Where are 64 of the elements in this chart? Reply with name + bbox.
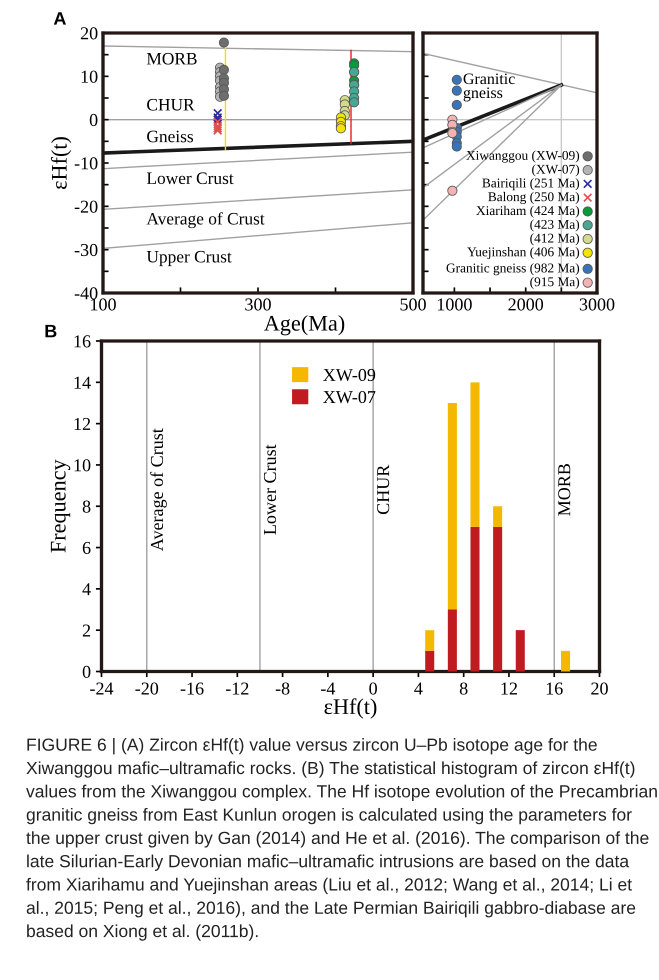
y-tick-label: 12 <box>74 418 90 430</box>
x-tick-label: -12 <box>226 682 248 694</box>
x-axis-title: εHf(t) <box>324 698 376 719</box>
series-label: Upper Crust <box>146 250 232 266</box>
x-tick-label: 500 <box>400 298 426 311</box>
ref-line-label: CHUR <box>377 464 390 514</box>
annotation: Granitic gneiss <box>464 73 515 102</box>
legend-label: Balong (250 Ma) <box>488 192 580 204</box>
x-tick-label: 2000 <box>508 298 544 311</box>
y-axis-title: εHf(t) <box>50 137 72 190</box>
x-tick-label: 100 <box>91 298 116 311</box>
legend-label: (XW-07) <box>532 164 580 176</box>
y-tick-label: -20 <box>74 200 98 213</box>
x-tick-label: 8 <box>460 682 468 695</box>
series-label: Lower Crust <box>146 172 234 184</box>
ref-line-label: CHUR <box>147 98 195 111</box>
y-axis-title: Frequency <box>50 459 70 553</box>
x-tick-label: -8 <box>276 682 290 695</box>
x-axis-title: Age(Ma) <box>264 315 344 336</box>
ref-line-label: Lower Crust <box>264 444 276 535</box>
legend-label: Granitic gneiss (982 Ma) <box>446 263 580 276</box>
legend-label: Xiariham (424 Ma) <box>476 206 580 218</box>
y-tick-label: 0 <box>82 666 90 678</box>
y-tick-label: 14 <box>74 376 91 389</box>
series-label: MORB <box>146 52 197 65</box>
y-tick-label: 2 <box>82 624 90 636</box>
y-tick-label: -40 <box>74 287 98 300</box>
x-tick-label: -20 <box>135 682 158 695</box>
chart-title: B <box>45 324 56 338</box>
y-tick-label: 10 <box>82 70 98 83</box>
text: FIGURE 6 | (A) Zircon εHf(t) value versus zircon U–Pb isotope age for the Xiwanggou mafic–ultramafic rocks. (B) The statistical histogram of zircon εHf(t) values from the Xiwanggou complex. The Hf isotope evolution of the Precambrian granitic gneiss from East Kunlun orogen is calculated using the parameters for the upper crust given by Gan (2014) and He et al. (2016). The comparison of the late Silurian-Early Devonian mafic–ultramafic intrusions are based on the data from Xiarihamu and Yuejinshan areas (Liu et al., 2012; Wang et al., 2014; Li et al., 2015; Peng et al., 2016), and the Late Permian Bairiqili gabbro-diabase are based on Xiong et al. (2011b). <box>26 738 657 941</box>
ref-line-label: MORB <box>558 464 570 516</box>
legend-label: (412 Ma) <box>530 233 580 246</box>
x-tick-label: 0 <box>369 682 377 695</box>
x-tick-label: 4 <box>414 682 423 694</box>
legend-label: Yuejinshan (406 Ma) <box>467 247 580 260</box>
legend-label: Xiwanggou (XW-09) <box>466 150 580 163</box>
y-tick-label: 6 <box>82 542 91 554</box>
x-tick-label: -16 <box>180 682 204 695</box>
series-label: Average of Crust <box>146 212 265 228</box>
legend-label: (423 Ma) <box>530 219 580 232</box>
series-label: Gneiss <box>147 130 194 142</box>
legend-label: (915 Ma) <box>530 276 580 289</box>
x-tick-label: 300 <box>245 298 271 311</box>
y-tick-label: 4 <box>82 583 91 596</box>
y-tick-label: 16 <box>74 335 91 348</box>
x-tick-label: 12 <box>502 682 517 694</box>
x-tick-label: -4 <box>321 682 336 694</box>
legend-label: XW-09 <box>323 368 376 382</box>
y-tick-label: 20 <box>80 27 98 40</box>
x-tick-label: -24 <box>90 682 114 694</box>
legend-label: Bairiqili (251 Ma) <box>482 178 580 190</box>
x-tick-label: 20 <box>591 682 608 695</box>
x-tick-label: 3000 <box>580 298 614 311</box>
y-tick-label: -30 <box>74 244 98 256</box>
y-tick-label: -10 <box>74 157 98 170</box>
y-tick-label: 8 <box>82 500 90 513</box>
ref-line-label: Average of Crust <box>150 428 167 552</box>
chart-title: A <box>54 12 66 25</box>
legend-label: XW-07 <box>323 390 376 404</box>
x-tick-label: 1000 <box>438 298 472 311</box>
x-tick-label: 16 <box>546 682 563 695</box>
y-tick-label: 0 <box>90 114 98 126</box>
y-tick-label: 10 <box>74 459 90 472</box>
